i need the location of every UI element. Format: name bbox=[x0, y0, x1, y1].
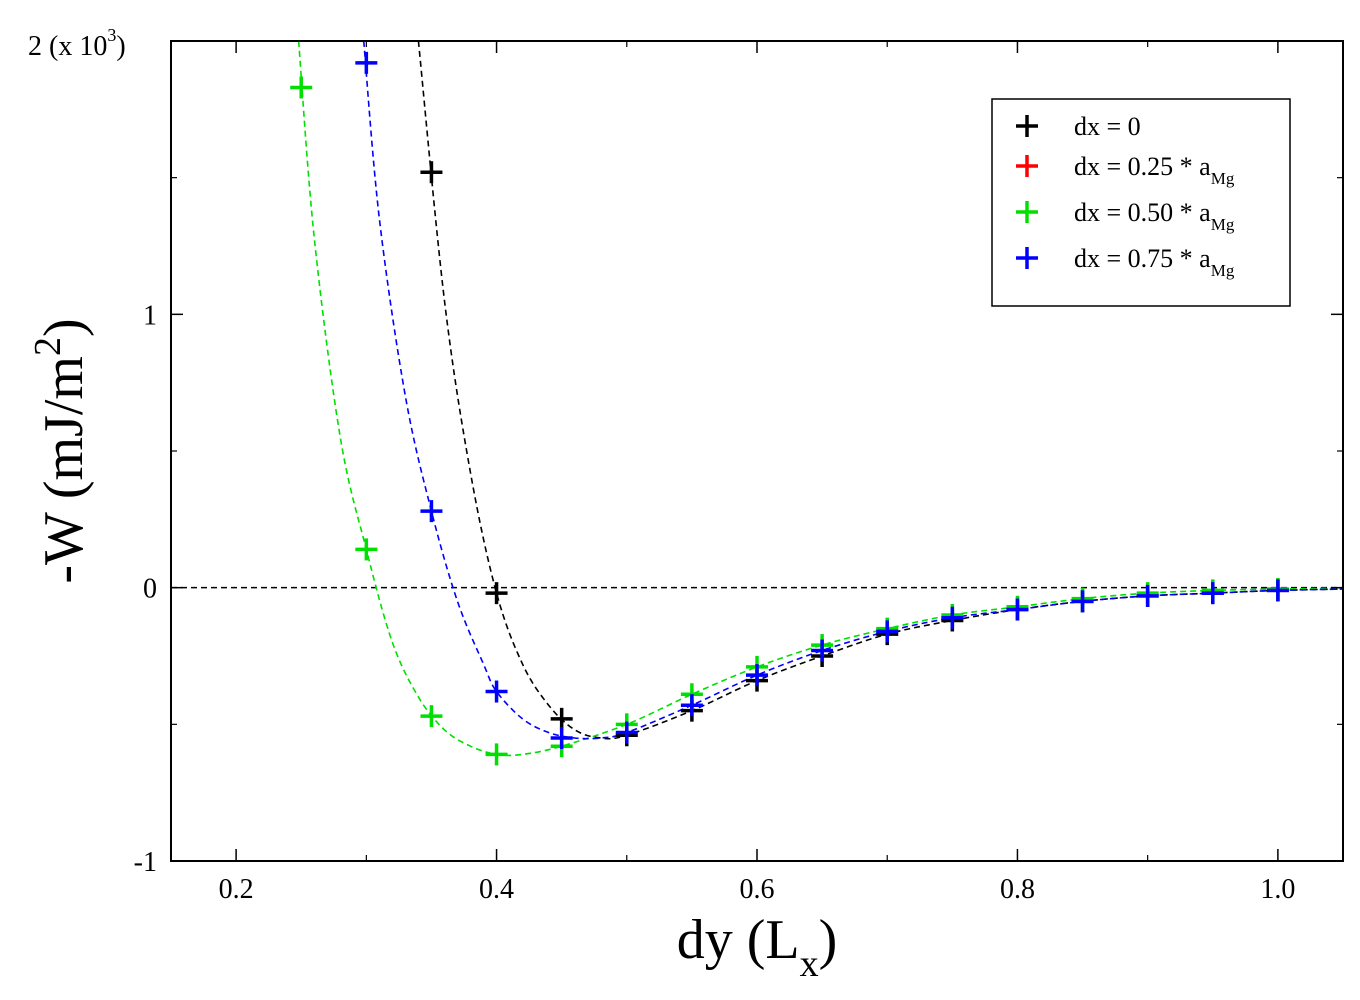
data-point-series-2 bbox=[420, 705, 443, 728]
legend-box bbox=[991, 98, 1291, 307]
y-axis-title-close: ) bbox=[33, 318, 95, 337]
data-point-series-3 bbox=[1006, 598, 1029, 621]
legend-entry-series-3: dx = 0.75 * aMg bbox=[1016, 244, 1235, 280]
x-axis-title: dy (Lx) bbox=[677, 909, 838, 985]
data-point-series-3 bbox=[485, 680, 508, 703]
x-tick-label: 0.6 bbox=[740, 874, 775, 905]
data-point-series-2 bbox=[290, 76, 313, 99]
data-point-series-0 bbox=[420, 161, 443, 184]
data-point-series-3 bbox=[941, 606, 964, 629]
data-point-series-3 bbox=[1266, 579, 1289, 602]
data-point-series-3 bbox=[1136, 584, 1159, 607]
x-axis-title-sub: x bbox=[800, 943, 819, 985]
data-point-series-2 bbox=[485, 743, 508, 766]
data-point-series-3 bbox=[1071, 590, 1094, 613]
legend-label-sub: Mg bbox=[1211, 261, 1235, 280]
legend-label-text: dx = 0.25 * a bbox=[1074, 152, 1211, 181]
y-axis-title-sup: 2 bbox=[27, 337, 69, 356]
y-tick-label: -1 bbox=[134, 847, 157, 878]
legend-label-text: dx = 0.75 * a bbox=[1074, 244, 1211, 273]
x-tick-label: 1.0 bbox=[1260, 874, 1295, 905]
data-point-series-3 bbox=[615, 721, 638, 744]
legend-entry-series-0: dx = 0 bbox=[1016, 112, 1141, 141]
data-point-series-3 bbox=[746, 664, 768, 687]
x-axis-title-text: dy (L bbox=[677, 909, 800, 971]
legend-label-text: dx = 0 bbox=[1074, 112, 1141, 141]
legend-label-text: dx = 0.50 * a bbox=[1074, 198, 1211, 227]
legend-label: dx = 0 bbox=[1074, 112, 1141, 141]
data-point-series-3 bbox=[876, 620, 899, 643]
legend-label: dx = 0.75 * aMg bbox=[1074, 244, 1235, 280]
x-axis-title-close: ) bbox=[819, 909, 838, 971]
data-point-series-3 bbox=[420, 500, 443, 523]
y-axis-title-text: -W (mJ/m bbox=[33, 356, 95, 584]
data-point-series-3 bbox=[550, 727, 573, 749]
legend-label: dx = 0.50 * aMg bbox=[1074, 198, 1235, 234]
legend-entry-series-1: dx = 0.25 * aMg bbox=[1016, 152, 1235, 188]
y-scale-note-close: ) bbox=[116, 31, 125, 62]
y-scale-note-text: (x 10 bbox=[49, 31, 107, 62]
legend-label-sub: Mg bbox=[1211, 215, 1235, 234]
data-point-series-2 bbox=[355, 538, 378, 561]
y-tick-label: 0 bbox=[143, 574, 157, 605]
y-tick-label: 1 bbox=[143, 300, 157, 331]
data-point-series-3 bbox=[811, 639, 834, 662]
x-tick-label: 0.8 bbox=[1000, 874, 1035, 905]
data-point-series-0 bbox=[485, 582, 508, 605]
legend-label: dx = 0.25 * aMg bbox=[1074, 152, 1235, 188]
x-tick-label: 0.4 bbox=[479, 874, 514, 905]
y-axis-title: -W (mJ/m2) bbox=[27, 318, 95, 583]
data-point-series-3 bbox=[680, 694, 703, 717]
y-scale-note: 2 (x 103) bbox=[28, 25, 126, 62]
data-point-series-3 bbox=[355, 51, 378, 74]
legend-entry-series-2: dx = 0.50 * aMg bbox=[1016, 198, 1235, 234]
y-scale-note-exp: 3 bbox=[107, 25, 116, 45]
y-tick-label-top: 2 bbox=[28, 31, 49, 62]
legend-label-sub: Mg bbox=[1211, 169, 1235, 188]
data-point-series-3 bbox=[1201, 582, 1224, 605]
x-tick-label: 0.2 bbox=[219, 874, 254, 905]
data-point-series-0 bbox=[550, 707, 573, 730]
